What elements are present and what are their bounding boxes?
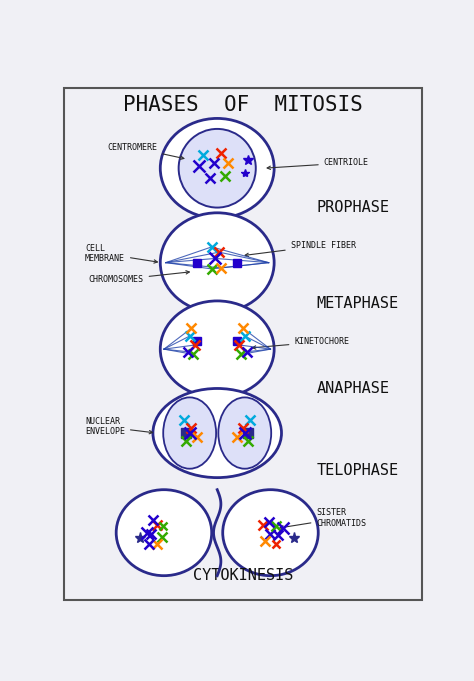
Text: CELL
MEMBRANE: CELL MEMBRANE bbox=[85, 244, 157, 264]
Text: SPINDLE FIBER: SPINDLE FIBER bbox=[245, 241, 356, 257]
Ellipse shape bbox=[160, 301, 274, 398]
Ellipse shape bbox=[219, 398, 271, 469]
Text: CYTOKINESIS: CYTOKINESIS bbox=[193, 568, 293, 583]
Text: TELOPHASE: TELOPHASE bbox=[316, 463, 399, 478]
Text: METAPHASE: METAPHASE bbox=[316, 296, 399, 311]
Text: PHASES  OF  MITOSIS: PHASES OF MITOSIS bbox=[123, 95, 363, 115]
Ellipse shape bbox=[116, 490, 212, 575]
Ellipse shape bbox=[223, 490, 318, 575]
Ellipse shape bbox=[163, 398, 216, 469]
Ellipse shape bbox=[160, 212, 274, 313]
Ellipse shape bbox=[153, 388, 282, 477]
Text: SISTER
CHROMATIDS: SISTER CHROMATIDS bbox=[280, 508, 366, 529]
Ellipse shape bbox=[160, 118, 274, 218]
Ellipse shape bbox=[179, 129, 256, 208]
Text: CENTROMERE: CENTROMERE bbox=[107, 143, 184, 159]
Text: CHROMOSOMES: CHROMOSOMES bbox=[89, 270, 189, 285]
Text: ANAPHASE: ANAPHASE bbox=[316, 381, 390, 396]
Text: KINETOCHORE: KINETOCHORE bbox=[253, 337, 349, 349]
Text: PROPHASE: PROPHASE bbox=[316, 200, 390, 215]
Text: CENTRIOLE: CENTRIOLE bbox=[267, 159, 369, 170]
Text: NUCLEAR
ENVELOPE: NUCLEAR ENVELOPE bbox=[85, 417, 153, 437]
